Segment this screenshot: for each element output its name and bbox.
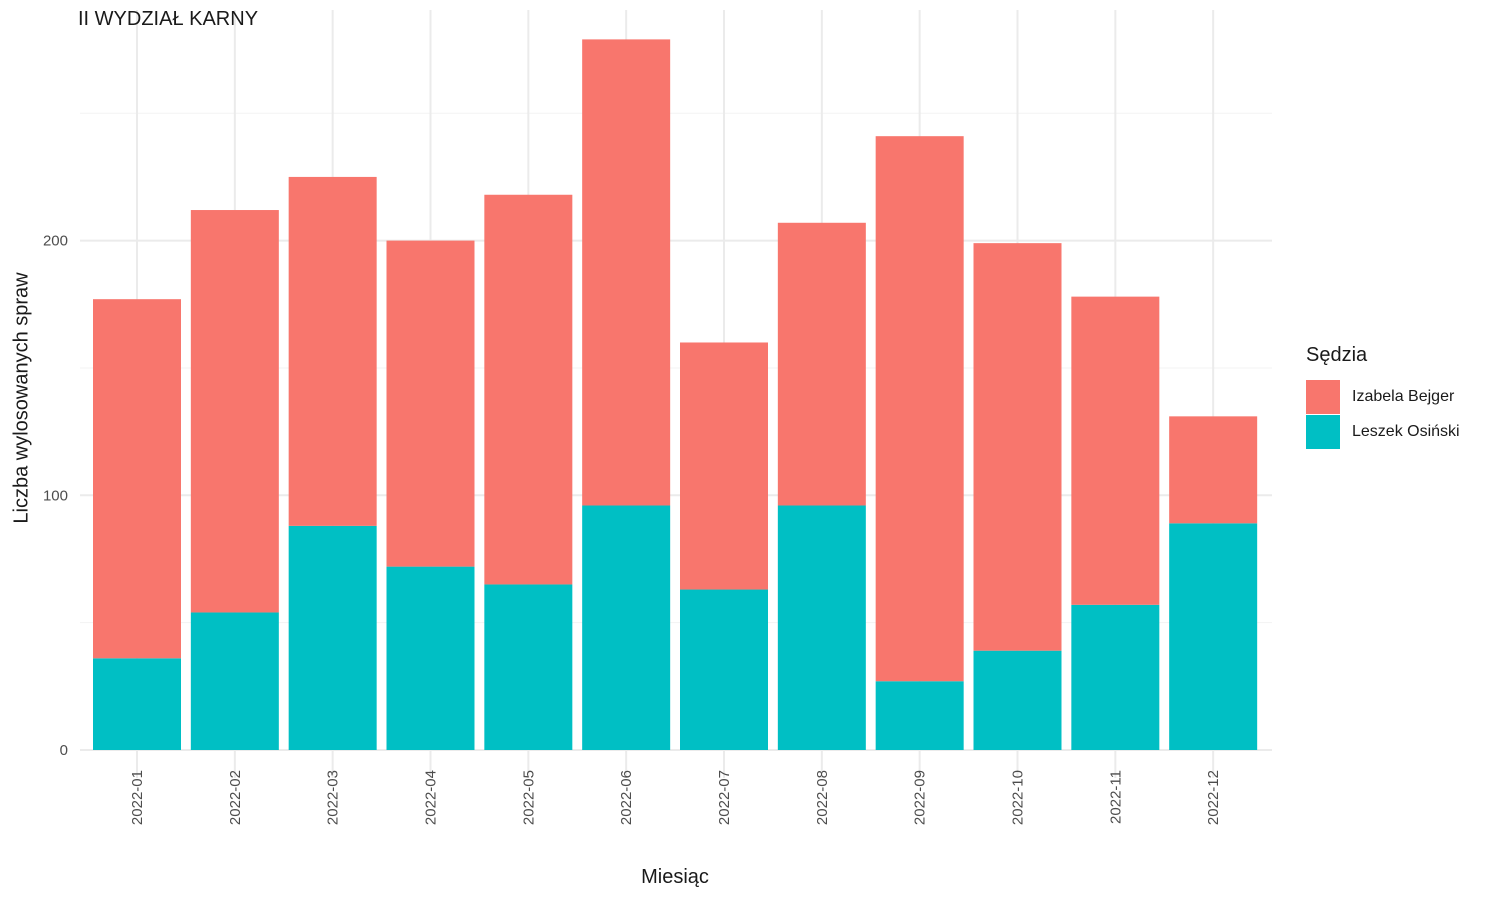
bar-izabela-bejger-2022-03: [288, 176, 377, 526]
x-tick-label: 2022-04: [423, 770, 440, 825]
bar-leszek-osi-ski-2022-11: [1071, 604, 1160, 750]
x-tick-label: 2022-12: [1205, 770, 1222, 825]
bar-izabela-bejger-2022-07: [680, 342, 768, 590]
bar-izabela-bejger-2022-05: [484, 194, 573, 585]
bar-leszek-osi-ski-2022-03: [288, 525, 377, 750]
x-tick-label: 2022-02: [227, 770, 244, 825]
bar-izabela-bejger-2022-04: [386, 240, 475, 567]
x-tick-label: 2022-10: [1010, 770, 1027, 825]
bar-leszek-osi-ski-2022-06: [582, 505, 671, 750]
bar-izabela-bejger-2022-08: [777, 222, 866, 506]
y-axis-ticks: 0 100 200: [43, 233, 68, 759]
x-tick-label: 2022-11: [1107, 770, 1124, 824]
bar-leszek-osi-ski-2022-02: [190, 612, 279, 750]
x-tick-label: 2022-01: [129, 770, 146, 825]
x-tick-label: 2022-03: [325, 770, 342, 825]
bar-leszek-osi-ski-2022-09: [875, 681, 964, 750]
bars: [93, 39, 1258, 750]
bar-leszek-osi-ski-2022-07: [680, 589, 768, 750]
y-tick-label: 0: [60, 742, 68, 759]
bar-leszek-osi-ski-2022-10: [973, 650, 1062, 750]
legend-title: Sędzia: [1306, 344, 1368, 366]
bar-izabela-bejger-2022-12: [1169, 416, 1258, 524]
bar-izabela-bejger-2022-10: [973, 243, 1062, 651]
legend-item: Izabela Bejger: [1306, 379, 1460, 414]
x-tick-label: 2022-06: [618, 770, 635, 825]
x-tick-label: 2022-05: [520, 770, 537, 825]
bar-izabela-bejger-2022-06: [582, 39, 671, 506]
legend: Sędzia Izabela Bejger Leszek Osiński: [1306, 344, 1460, 449]
x-tick-label: 2022-09: [912, 770, 929, 825]
bar-izabela-bejger-2022-01: [93, 299, 181, 659]
bar-leszek-osi-ski-2022-08: [777, 505, 866, 750]
legend-label: Leszek Osiński: [1352, 422, 1460, 440]
chart-title: II WYDZIAŁ KARNY: [78, 8, 259, 30]
bar-izabela-bejger-2022-11: [1071, 296, 1160, 605]
y-tick-label: 100: [43, 487, 68, 504]
bar-izabela-bejger-2022-02: [190, 210, 279, 613]
bar-izabela-bejger-2022-09: [875, 136, 964, 682]
legend-swatch-izabela-bejger: [1306, 379, 1340, 414]
bar-leszek-osi-ski-2022-01: [93, 658, 181, 750]
legend-swatch-leszek-osinski: [1306, 414, 1340, 449]
legend-item: Leszek Osiński: [1306, 414, 1460, 449]
y-axis-label: Liczba wylosowanych spraw: [10, 272, 33, 524]
x-tick-label: 2022-08: [814, 770, 831, 825]
x-axis-label: Miesiąc: [641, 866, 709, 888]
legend-label: Izabela Bejger: [1352, 387, 1455, 405]
y-tick-label: 200: [43, 233, 68, 250]
x-tick-label: 2022-07: [716, 770, 733, 825]
x-axis-ticks: 2022-01 2022-02 2022-03 2022-04 2022-05 2022-…: [129, 770, 1222, 825]
bar-leszek-osi-ski-2022-12: [1169, 523, 1258, 750]
bar-leszek-osi-ski-2022-05: [484, 584, 573, 750]
bar-leszek-osi-ski-2022-04: [386, 566, 475, 750]
